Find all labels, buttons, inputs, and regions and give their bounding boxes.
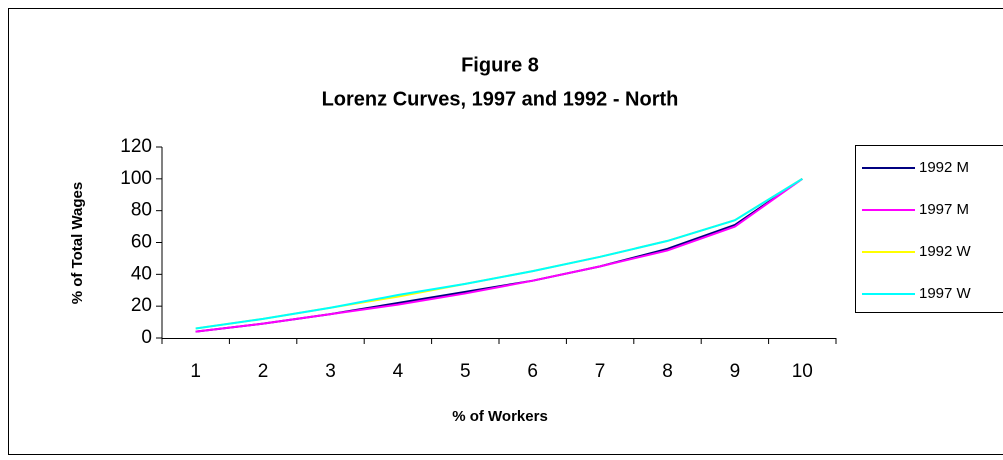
x-tick-label: 1 xyxy=(190,361,201,382)
x-tick-label: 10 xyxy=(792,361,813,382)
legend-box xyxy=(855,145,1003,313)
y-tick-label: 20 xyxy=(131,295,152,316)
legend-label: 1997 M xyxy=(919,201,969,218)
series-line xyxy=(195,177,803,330)
legend-label: 1997 W xyxy=(919,285,972,302)
x-tick-label: 7 xyxy=(595,361,606,382)
x-tick-label: 6 xyxy=(527,361,538,382)
chart-title: Figure 8 xyxy=(461,54,539,76)
x-axis-title: % of Workers xyxy=(452,408,548,425)
y-tick-label: 60 xyxy=(131,232,152,253)
x-tick-label: 8 xyxy=(662,361,673,382)
y-tick-label: 120 xyxy=(120,136,152,157)
chart-subtitle: Lorenz Curves, 1997 and 1992 - North xyxy=(322,88,679,110)
y-tick-label: 40 xyxy=(131,263,152,284)
chart-border xyxy=(8,8,1003,455)
y-tick-label: 100 xyxy=(120,168,152,189)
legend-label: 1992 M xyxy=(919,159,969,176)
x-tick-label: 5 xyxy=(460,361,471,382)
x-tick-label: 2 xyxy=(258,361,269,382)
y-tick-label: 80 xyxy=(131,200,152,221)
y-axis-title: % of Total Wages xyxy=(69,182,86,305)
x-tick-label: 9 xyxy=(730,361,741,382)
y-tick-label: 0 xyxy=(141,327,152,348)
legend-label: 1992 W xyxy=(919,243,972,260)
x-tick-label: 3 xyxy=(325,361,336,382)
series-line xyxy=(195,178,803,333)
x-tick-label: 4 xyxy=(393,361,404,382)
